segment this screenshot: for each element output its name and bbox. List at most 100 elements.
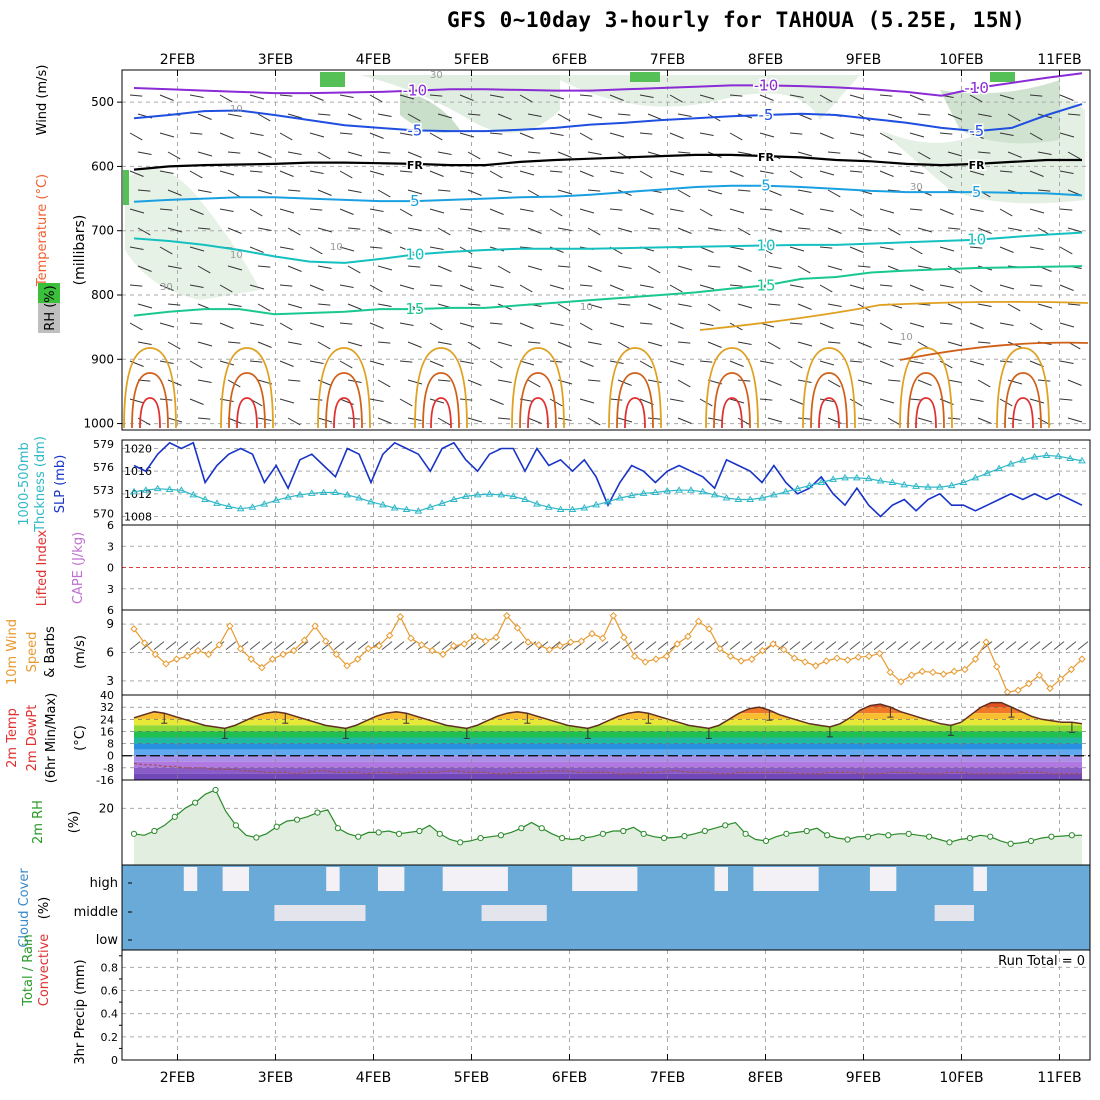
wind-barb xyxy=(647,303,662,310)
wind-speed-point xyxy=(1056,675,1065,683)
warm-isotherm xyxy=(422,372,460,429)
thickness-axis-label: 1000-500mb xyxy=(17,442,32,526)
wind-barb xyxy=(369,360,385,366)
rh-point xyxy=(579,834,586,842)
wind-speed-point xyxy=(343,662,351,670)
warm-isotherm xyxy=(1004,372,1042,429)
wind-barb xyxy=(677,341,691,344)
wind-barb xyxy=(437,113,453,119)
wind-barb xyxy=(639,360,653,369)
isotherm-label: -10 xyxy=(403,82,428,100)
warm-isotherm xyxy=(802,347,856,429)
warm-isotherm xyxy=(810,372,848,429)
wind-barb xyxy=(197,417,211,420)
date-label-bottom: 6FEB xyxy=(552,1070,587,1086)
wind-barb xyxy=(1067,227,1083,233)
warm-isotherm xyxy=(699,300,1089,331)
wind-barb xyxy=(1007,379,1023,385)
wind-barb xyxy=(737,303,753,309)
wind-barb xyxy=(227,113,242,118)
date-label-bottom: 5FEB xyxy=(454,1070,489,1086)
wind-barb xyxy=(519,322,534,329)
thickness-point xyxy=(1007,459,1015,467)
wind-barb xyxy=(227,227,242,234)
wind-barb xyxy=(369,132,384,139)
wind-barb xyxy=(939,246,955,252)
rh-axis-label: 2m RH xyxy=(31,800,46,844)
thickness-point xyxy=(1066,454,1075,462)
wind-barb xyxy=(887,227,901,236)
wind-barb xyxy=(677,417,692,424)
wind-barb xyxy=(729,208,745,214)
temp-tick-label: 8 xyxy=(107,738,114,751)
date-label-top: 10FEB xyxy=(939,52,983,68)
wind-barb xyxy=(909,246,923,255)
warm-isotherm xyxy=(721,397,743,429)
wind-speed-point xyxy=(524,638,532,646)
isotherm-label: -5 xyxy=(407,121,422,139)
wind-barb xyxy=(369,246,383,249)
rh-point xyxy=(477,834,484,842)
wind-barb xyxy=(459,94,474,101)
wind-barb xyxy=(467,417,483,423)
rh-contour-label: 10 xyxy=(330,242,343,253)
cloud-level-label: middle xyxy=(74,905,118,920)
rh-point xyxy=(905,830,912,837)
wind-barb xyxy=(827,265,843,271)
wind-barb xyxy=(429,132,443,141)
temp-tick-label: 0 xyxy=(107,750,114,763)
wind-barb xyxy=(467,113,481,116)
wind-barb xyxy=(645,641,657,651)
wind-barb xyxy=(849,94,865,100)
wind-barb xyxy=(609,284,624,291)
wind-barb xyxy=(339,94,354,99)
wind-barb xyxy=(677,151,691,154)
chart-title: GFS 0~10day 3-hourly for TAHOUA (5.25E, … xyxy=(447,8,1026,32)
wind-barb xyxy=(693,641,705,651)
wind-barb xyxy=(759,170,774,175)
wind-barb xyxy=(849,284,865,290)
wind-barb xyxy=(249,322,264,327)
pressure-tick-label: 900 xyxy=(91,352,114,366)
warm-isotherm xyxy=(705,347,759,429)
temp-tick-label: 32 xyxy=(100,701,114,714)
middle-cloud-cell xyxy=(533,905,547,921)
warm-isotherm xyxy=(608,347,662,429)
wind-barb xyxy=(519,132,534,139)
wind-barb xyxy=(437,151,452,156)
wind-speed-point xyxy=(833,654,841,662)
wind-barb xyxy=(621,641,633,651)
wind-barb xyxy=(1029,246,1044,251)
wind-barb xyxy=(287,303,303,309)
wind-barb xyxy=(465,641,477,651)
wind-barb xyxy=(909,284,924,291)
wind-barb xyxy=(189,170,203,179)
wind-barb xyxy=(287,417,301,426)
warm-isotherm xyxy=(414,347,468,429)
wind-barb xyxy=(767,303,781,306)
wind-barb xyxy=(309,246,323,255)
wind-barb xyxy=(369,94,383,103)
wind-barb xyxy=(369,208,384,213)
rh-point xyxy=(192,799,199,806)
date-label-top: 2FEB xyxy=(160,52,195,68)
wind-barb xyxy=(657,641,669,651)
rh-contour-label: 30 xyxy=(430,70,443,81)
warm-isotherm xyxy=(228,372,266,429)
wind-barb xyxy=(249,284,265,290)
wind-barb xyxy=(1041,641,1053,651)
wind-barb xyxy=(377,113,392,118)
wind-barb xyxy=(1077,641,1089,651)
wind-barb xyxy=(1053,641,1065,651)
wind-speed-point xyxy=(204,650,213,659)
middle-cloud-cell xyxy=(494,905,508,921)
wind-barb xyxy=(873,641,885,651)
wind-barb xyxy=(699,322,714,327)
wind-barb xyxy=(159,170,174,175)
wind-barb xyxy=(819,170,835,176)
rh-point xyxy=(987,833,994,840)
wind-barb xyxy=(309,322,325,328)
wind-barb xyxy=(579,322,593,331)
rh-high-area xyxy=(990,72,1015,82)
temp-band xyxy=(134,743,1082,750)
